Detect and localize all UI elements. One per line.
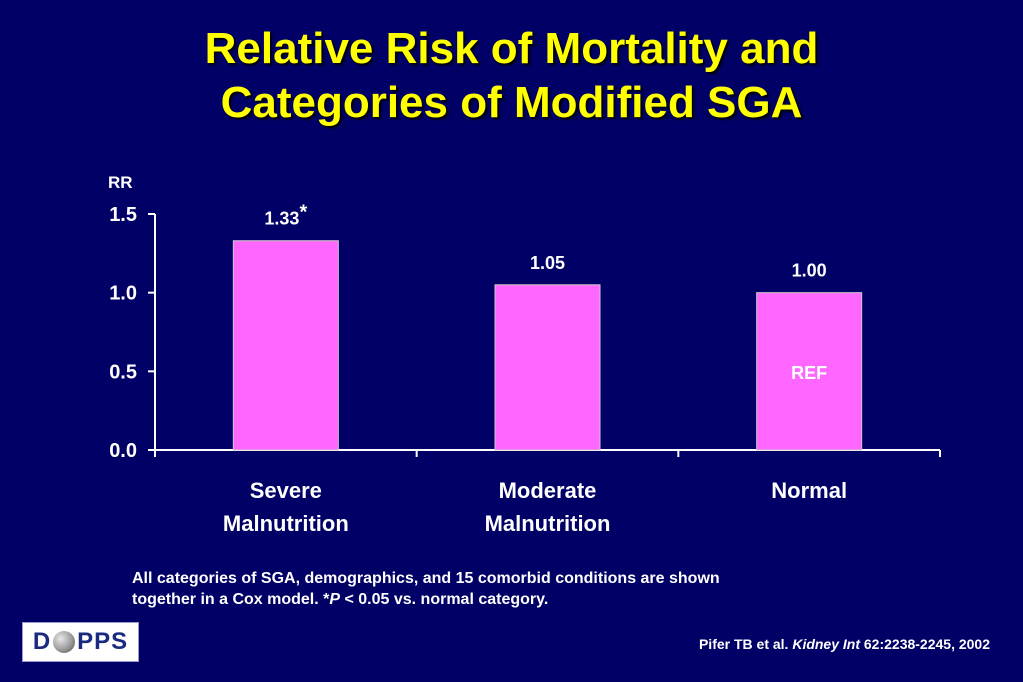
citation: Pifer TB et al. Kidney Int 62:2238-2245,…	[699, 636, 990, 652]
data-label: 1.33*	[264, 202, 307, 229]
footnote-line-1: All categories of SGA, demographics, and…	[132, 570, 720, 587]
bar	[232, 240, 339, 451]
data-label: 1.05	[530, 253, 565, 273]
footnote-line-2: together in a Cox model. *P < 0.05 vs. n…	[132, 589, 932, 610]
significance-asterisk: *	[299, 202, 307, 224]
title-line-1: Relative Risk of Mortality and	[204, 24, 819, 73]
category-label: Severe	[250, 478, 322, 503]
dopps-logo: D PPS	[22, 622, 139, 662]
citation-authors: Pifer TB et al.	[698, 636, 793, 652]
y-tick-label: 1.5	[109, 204, 137, 226]
y-tick-label: 0.5	[109, 361, 137, 383]
title-line-2: Categories of Modified SGA	[220, 78, 803, 127]
citation-details: 62:2238-2245, 2002	[860, 636, 990, 652]
footnote-text-end: < 0.05 vs. normal category.	[340, 591, 549, 608]
footnote-text: together in a Cox model. *	[132, 591, 330, 608]
footnote: All categories of SGA, demographics, and…	[132, 568, 932, 610]
footnote-p-italic: P	[329, 591, 341, 608]
globe-icon	[53, 631, 76, 653]
category-label: Malnutrition	[223, 511, 349, 536]
logo-text-left: D	[32, 628, 52, 655]
bar	[494, 284, 601, 451]
category-label: Normal	[771, 478, 847, 503]
bar	[756, 292, 863, 451]
y-axis-label: RR	[108, 173, 133, 192]
category-label: Malnutrition	[485, 511, 611, 536]
y-tick-label: 1.0	[109, 283, 137, 305]
y-tick-label: 0.0	[109, 440, 137, 462]
citation-journal: Kidney Int	[792, 636, 860, 652]
slide-title: Relative Risk of Mortality and Categorie…	[0, 22, 1023, 130]
category-label: Moderate	[499, 478, 597, 503]
logo-text-right: PPS	[77, 628, 129, 655]
reference-label: REF	[791, 363, 827, 383]
data-label: 1.00	[792, 261, 827, 281]
